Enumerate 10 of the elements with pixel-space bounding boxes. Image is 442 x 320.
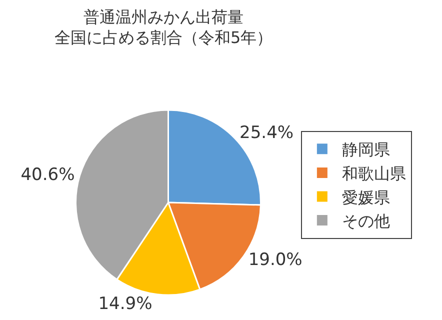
data-label: 14.9% [98,294,152,314]
legend-label: 和歌山県 [342,164,406,183]
legend-label: その他 [342,212,390,231]
chart-title: 普通温州みかん出荷量 [84,7,244,26]
chart-subtitle: 全国に占める割合（令和5年） [54,28,273,48]
legend-label: 愛媛県 [342,188,390,207]
data-label: 25.4% [240,123,294,144]
legend-label: 静岡県 [342,140,390,160]
data-label: 19.0% [248,250,302,270]
data-label: 40.6% [20,164,75,185]
